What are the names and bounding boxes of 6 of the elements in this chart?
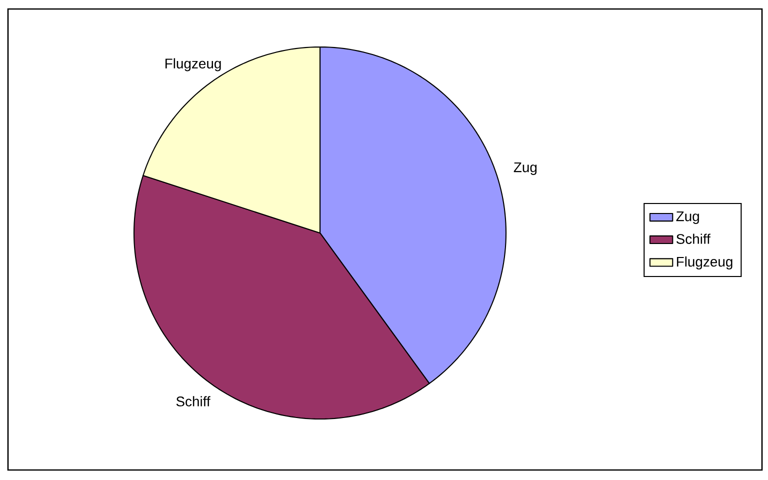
slice-label: Schiff [176,396,210,406]
slice-label: Zug [514,162,537,175]
legend-label: Flugzeug [676,256,732,270]
legend-label: Schiff [676,234,710,244]
legend-label: Zug [676,211,699,224]
slice-label: Flugzeug [166,58,221,72]
